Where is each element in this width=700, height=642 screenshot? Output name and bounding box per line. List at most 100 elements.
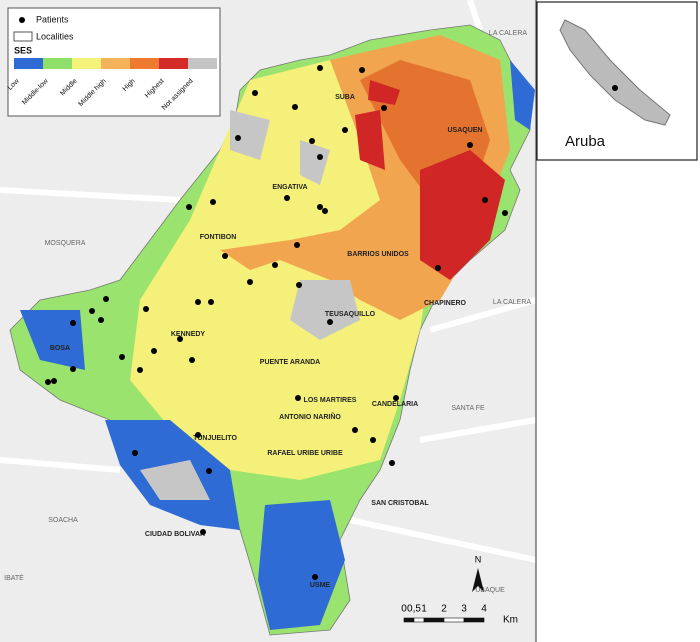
ses-swatch [72,58,101,69]
patient-dot [210,199,216,205]
patient-dot [467,142,473,148]
patient-dot [45,379,51,385]
north-label: N [475,554,482,564]
scale-tick-label: 4 [481,604,487,615]
inset-island [559,19,671,126]
neighbor-label: MOSQUERA [45,240,86,247]
ses-swatch [43,58,72,69]
scale-segment [403,617,415,623]
patient-dot [370,437,376,443]
patient-dot [312,574,318,580]
locality-label: FONTIBON [200,234,237,241]
patient-dot [177,336,183,342]
locality-label: KENNEDY [171,331,206,338]
patient-dot [208,299,214,305]
patient-dot [151,348,157,354]
legend-locality-symbol [13,31,33,42]
legend-patients: Patients [36,14,69,24]
patient-dot [119,354,125,360]
patient-dot [284,195,290,201]
patient-dot [70,320,76,326]
patient-dot [317,154,323,160]
scale-unit: Km [503,615,518,626]
scale-segment [443,617,465,623]
neighbor-label: LA CALERA [489,30,527,37]
north-arrow [472,568,484,592]
low-zone [20,60,535,630]
patient-dot [435,265,441,271]
patient-dot [98,317,104,323]
not-assigned-zone [140,110,360,500]
patient-dot [103,296,109,302]
patient-dot [317,204,323,210]
patient-dot [482,197,488,203]
locality-label: CHAPINERO [424,300,467,307]
patient-dot [272,262,278,268]
patient-dot [389,460,395,466]
patient-dot [235,135,241,141]
locality-labels: SUBA USAQUEN ENGATIVA FONTIBON BARRIOS UNIDO… [4,30,531,594]
locality-label: LOS MARTIRES [304,397,357,404]
patient-dot [317,65,323,71]
ses-swatch [14,58,43,69]
patient-dot [309,138,315,144]
inset-patient [612,85,618,91]
ses-swatch [159,58,188,69]
ses-swatch [130,58,159,69]
locality-label: CANDELARIA [372,401,418,408]
legend-ses-title: SES [14,45,32,55]
patient-dot [132,450,138,456]
patient-dot [393,395,399,401]
locality-label: SAN CRISTOBAL [371,500,429,507]
locality-label: PUENTE ARANDA [260,359,320,366]
scale-tick-label: 3 [461,604,467,615]
patient-dot [294,242,300,248]
scale-tick-label: 0,5 [407,604,421,615]
scale-tick-label: 2 [441,604,447,615]
middle-zone [130,60,440,480]
scale-segment [423,617,445,623]
locality-label: TEUSAQUILLO [325,311,376,318]
patient-dot [200,529,206,535]
ses-swatch [188,58,217,69]
patient-dot [352,427,358,433]
scale-bar: 0 0,5 1 2 3 4 Km [401,604,518,626]
patient-dot [206,468,212,474]
inset-label: Aruba [565,133,606,150]
patient-dot [327,319,333,325]
patient-dot [189,357,195,363]
locality-label: ENGATIVA [272,184,307,191]
patient-dot [137,367,143,373]
patient-dot [247,279,253,285]
scale-tick-label: 0 [401,604,407,615]
locality-label: TUNJUELITO [193,435,237,442]
ses-swatch [101,58,130,69]
locality-label: SANTA FE [451,405,485,412]
neighbor-label: UBAQUE [475,587,505,594]
neighbor-label: SOACHA [48,517,78,524]
legend-localities: Localities [36,31,74,41]
patient-dot [70,366,76,372]
locality-label: USME [310,582,331,589]
neighbor-label: IBATÉ [4,573,24,582]
locality-label: ANTONIO NARIÑO [279,412,341,421]
locality-label: CIUDAD BOLIVAR [145,531,205,538]
patient-dot [195,299,201,305]
highest-zone [355,80,505,280]
locality-label: RAFAEL URIBE URIBE [267,450,343,457]
patient-dot [322,208,328,214]
patient-dot [296,282,302,288]
patient-dot [381,105,387,111]
patient-dot [295,395,301,401]
patient-dot [51,378,57,384]
neighbor-label: LA CALERA [493,299,531,306]
locality-label: SUBA [335,94,355,101]
locality-label: BARRIOS UNIDOS [347,251,409,258]
legend-patient-symbol [19,17,25,23]
locality-label: USAQUEN [447,127,482,134]
patient-dot [222,253,228,259]
patient-dot [195,432,201,438]
patient-dot [252,90,258,96]
